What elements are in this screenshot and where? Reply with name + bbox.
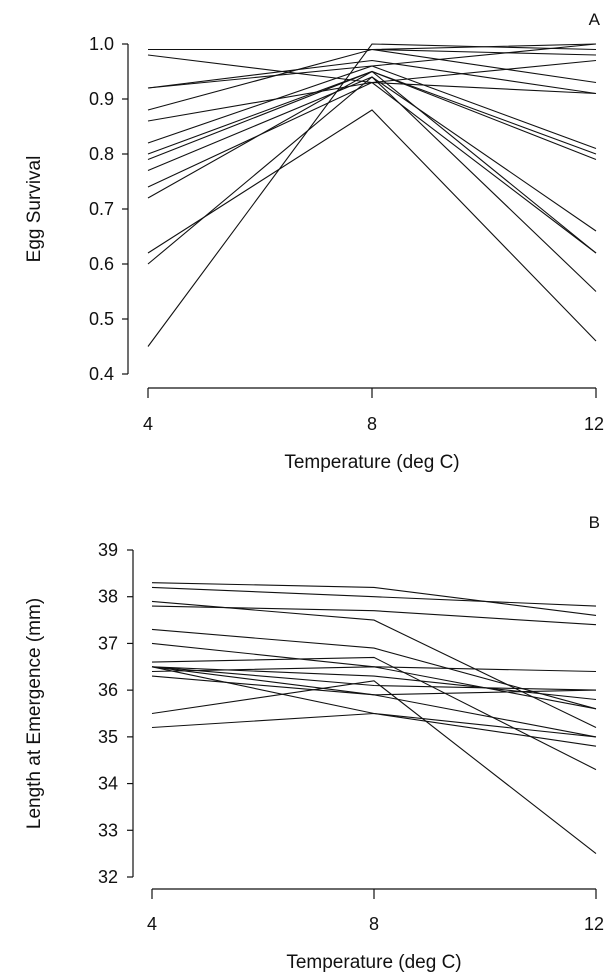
y-tick-label: 34 [98, 774, 118, 794]
y-tick-label: 0.4 [89, 364, 114, 384]
y-axis-title: Egg Survival [24, 156, 45, 263]
y-tick-label: 36 [98, 680, 118, 700]
x-axis-title: Temperature (deg C) [284, 452, 459, 473]
series-line-10 [151, 666, 597, 673]
y-tick-label: 39 [98, 540, 118, 560]
series-line-13 [147, 70, 597, 254]
y-tick-label: 0.8 [89, 144, 114, 164]
x-tick-label: 4 [147, 914, 157, 934]
series-line-6 [147, 48, 597, 111]
series-line-14 [147, 109, 597, 342]
y-tick-label: 33 [98, 820, 118, 840]
x-tick-label: 12 [584, 414, 604, 434]
series-line-2 [151, 586, 597, 607]
series-line-13 [151, 666, 597, 738]
x-tick-label: 12 [584, 914, 604, 934]
x-tick-label: 4 [143, 414, 153, 434]
series-line-8 [151, 666, 597, 747]
panel-b: B 32 33 34 35 36 37 38 39 4 8 12 Temperature (deg C)… [24, 513, 604, 973]
series-line-16 [147, 43, 597, 347]
y-tick-label: 0.9 [89, 89, 114, 109]
series-line-15 [151, 712, 597, 738]
y-tick-label: 37 [98, 633, 118, 653]
x-tick-label: 8 [367, 414, 377, 434]
series-line-8 [147, 65, 597, 150]
x-tick-label: 8 [369, 914, 379, 934]
panel-letter: A [589, 10, 601, 29]
series-line-5 [147, 59, 597, 95]
series-line-1 [151, 582, 597, 616]
series-line-12 [147, 81, 597, 254]
x-axis-title: Temperature (deg C) [286, 952, 461, 973]
series-line-10 [147, 70, 597, 161]
panel-a: A 0.4 0.5 0.6 0.7 0.8 0.9 1.0 4 8 12 Temperature (d… [24, 10, 604, 473]
y-tick-label: 0.7 [89, 199, 114, 219]
y-tick-label: 38 [98, 587, 118, 607]
y-tick-label: 35 [98, 727, 118, 747]
series-line-4 [151, 605, 597, 626]
y-tick-label: 32 [98, 867, 118, 887]
y-tick-label: 0.5 [89, 309, 114, 329]
series-line-7 [151, 656, 597, 771]
panel-letter: B [589, 513, 600, 532]
series-line-11 [151, 666, 597, 691]
series-line-14 [151, 680, 597, 855]
series-line-15 [147, 76, 597, 292]
y-tick-label: 1.0 [89, 34, 114, 54]
y-axis-title: Length at Emergence (mm) [24, 598, 45, 829]
y-tick-label: 0.6 [89, 254, 114, 274]
